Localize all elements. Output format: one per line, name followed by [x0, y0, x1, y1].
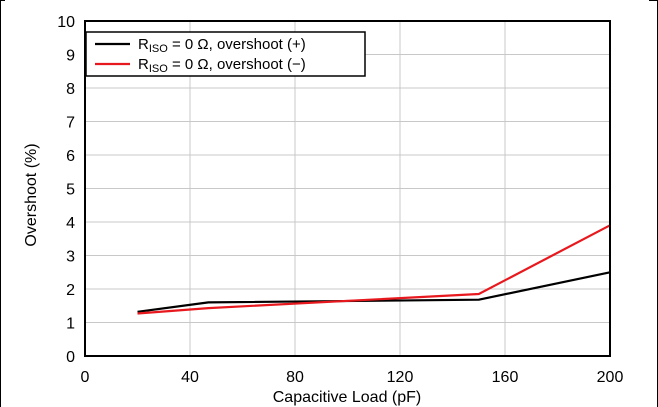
x-axis-label: Capacitive Load (pF) [273, 389, 422, 406]
legend-label: RISO = 0 Ω, overshoot (+) [138, 36, 306, 55]
series-line-1 [137, 271, 611, 313]
y-tick-label: 6 [66, 148, 75, 165]
y-axis-label: Overshoot (%) [23, 143, 40, 246]
x-tick-label: 160 [492, 369, 519, 386]
y-tick-label: 1 [66, 316, 75, 333]
legend: RISO = 0 Ω, overshoot (+)RISO = 0 Ω, ove… [85, 31, 366, 77]
y-tick-label: 7 [66, 115, 75, 132]
y-ticks: 0 1 2 3 4 5 6 7 8 9 10 [57, 14, 75, 366]
y-tick-label: 3 [66, 249, 75, 266]
x-tick-label: 200 [597, 369, 624, 386]
x-ticks: 0 40 80 120 160 200 [81, 369, 624, 386]
legend-box [85, 31, 366, 77]
plot-frame [84, 20, 611, 357]
legend-label: RISO = 0 Ω, overshoot (−) [138, 56, 306, 75]
y-tick-label: 0 [66, 349, 75, 366]
y-tick-label: 5 [66, 182, 75, 199]
series-line-2 [137, 224, 611, 315]
x-tick-label: 80 [286, 369, 304, 386]
y-tick-label: 2 [66, 282, 75, 299]
y-tick-label: 9 [66, 48, 75, 65]
x-tick-label: 40 [181, 369, 199, 386]
y-tick-label: 8 [66, 81, 75, 98]
y-tick-label: 4 [66, 215, 75, 232]
x-tick-label: 0 [81, 369, 90, 386]
series-layer [137, 224, 611, 315]
x-tick-label: 120 [387, 369, 414, 386]
y-tick-label: 10 [57, 14, 75, 31]
